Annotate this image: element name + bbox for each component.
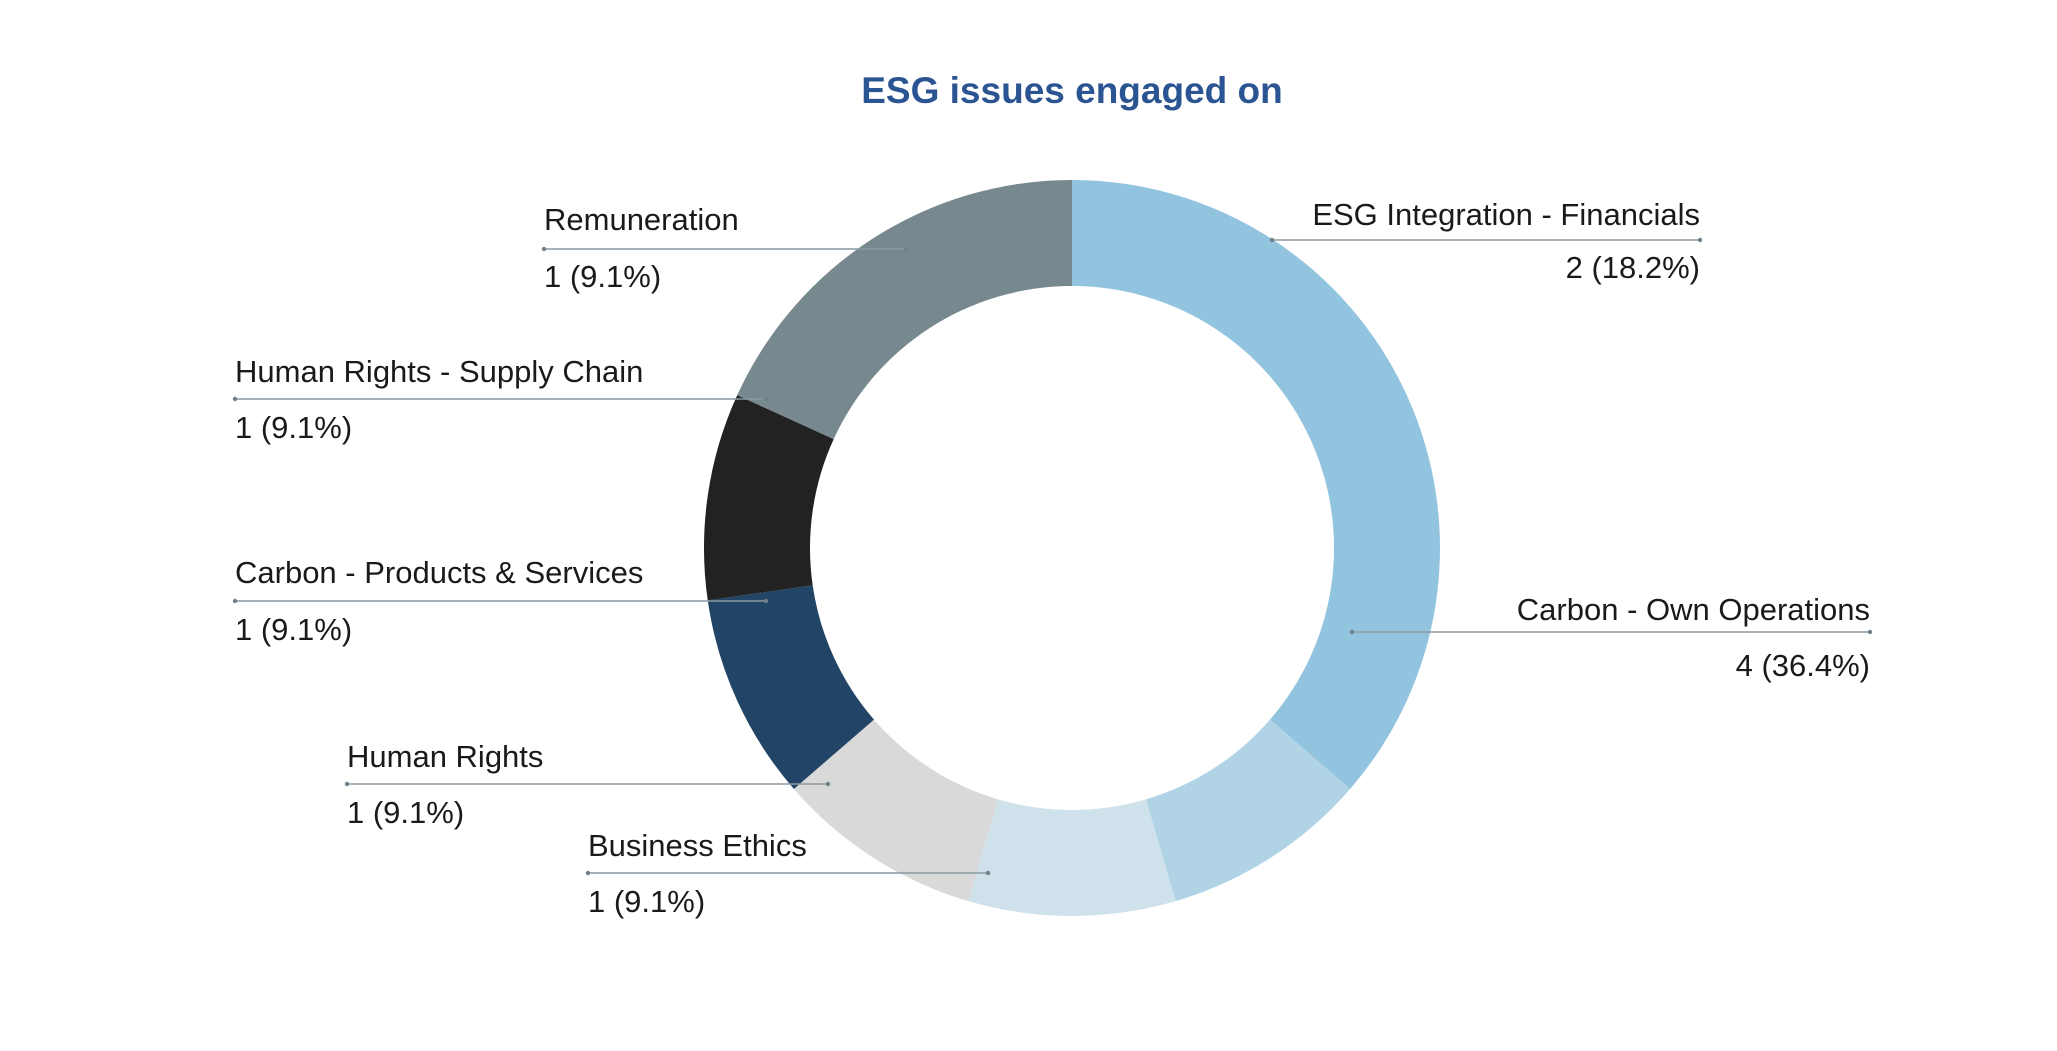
chart-title: ESG issues engaged on [861,70,1283,111]
leader-dot [585,870,591,876]
label-human-rights-supply-chain: Human Rights - Supply Chain 1 (9.1%) [232,354,769,445]
slice-value-label: 4 (36.4%) [1736,648,1870,683]
slice-name-label: Carbon - Products & Services [235,555,643,590]
slice-name-label: Remuneration [544,202,739,237]
slice-name-label: Carbon - Own Operations [1517,592,1870,627]
leader-dot [985,870,991,876]
leader-dot [344,781,350,787]
label-human-rights: Human Rights 1 (9.1%) [344,739,831,830]
label-remuneration: Remuneration 1 (9.1%) [541,202,909,294]
leader-dot [1349,629,1355,635]
slice-labels: Carbon - Own Operations 4 (36.4%) Business… [232,197,1873,919]
leader-dot [903,246,909,252]
slice-business-ethics [1145,719,1351,902]
slice-name-label: Business Ethics [588,828,807,863]
leader-dot [763,396,769,402]
label-esg-integration-financials: ESG Integration - Financials 2 (18.2%) [1269,197,1703,285]
slice-human-rights-supply-chain [707,585,874,789]
slice-name-label: ESG Integration - Financials [1312,197,1700,232]
slice-human-rights [968,799,1176,916]
slice-value-label: 2 (18.2%) [1566,250,1700,285]
leader-dot [232,396,238,402]
leader-dot [1867,629,1873,635]
leader-dot [541,246,547,252]
slice-name-label: Human Rights [347,739,543,774]
leader-dot [763,598,769,604]
slice-carbon-own-operations [1072,180,1441,789]
label-carbon-own-operations: Carbon - Own Operations 4 (36.4%) [1349,592,1873,683]
slice-carbon-products-and-services [793,719,999,902]
label-business-ethics: Business Ethics 1 (9.1%) [585,828,991,919]
label-carbon-products-and-services: Carbon - Products & Services 1 (9.1%) [232,555,769,647]
donut-slices [704,180,1441,916]
slice-value-label: 1 (9.1%) [347,795,464,830]
leader-dot [1697,237,1703,243]
leader-dot [232,598,238,604]
slice-value-label: 1 (9.1%) [544,259,661,294]
leader-dot [1269,237,1275,243]
slice-value-label: 1 (9.1%) [235,410,352,445]
slice-value-label: 1 (9.1%) [235,612,352,647]
slice-name-label: Human Rights - Supply Chain [235,354,643,389]
slice-remuneration [704,395,834,601]
slice-esg-integration-financials [737,180,1072,440]
leader-dot [825,781,831,787]
slice-value-label: 1 (9.1%) [588,884,705,919]
